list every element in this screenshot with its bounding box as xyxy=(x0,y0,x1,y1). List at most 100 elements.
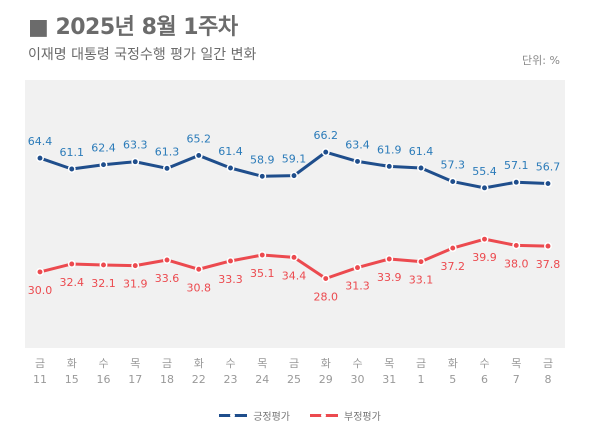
x-tick-date: 8 xyxy=(545,373,552,386)
data-label-negative: 34.4 xyxy=(282,269,307,282)
data-point-negative xyxy=(131,261,140,270)
x-tick-date: 17 xyxy=(128,373,142,386)
unit-label: 단위: % xyxy=(522,54,560,67)
data-label-negative: 30.8 xyxy=(187,281,212,294)
data-point-positive xyxy=(544,179,552,188)
legend: 긍정평가 부정평가 xyxy=(0,408,600,423)
data-point-positive xyxy=(163,164,171,173)
x-tick-date: 30 xyxy=(351,373,365,386)
legend-item-negative: 부정평가 xyxy=(310,408,381,423)
x-tick-day: 수 xyxy=(479,357,489,370)
data-point-negative xyxy=(36,267,44,276)
x-tick-date: 24 xyxy=(255,373,269,386)
page-subtitle: 이재명 대통령 국정수행 평가 일간 변화 xyxy=(28,47,257,63)
data-label-negative: 30.0 xyxy=(28,284,53,297)
page-title: ■ 2025년 8월 1주차 xyxy=(28,15,238,40)
x-tick-day: 화 xyxy=(194,357,204,370)
x-tick-day: 수 xyxy=(352,357,362,370)
x-tick-day: 화 xyxy=(321,357,331,370)
x-tick-date: 23 xyxy=(224,373,238,386)
data-label-negative: 32.4 xyxy=(60,276,85,289)
data-point-positive xyxy=(99,160,108,169)
data-point-negative xyxy=(448,244,457,253)
legend-swatch-negative xyxy=(310,413,338,418)
legend-item-positive: 긍정평가 xyxy=(219,408,290,423)
x-tick-day: 목 xyxy=(384,357,394,370)
legend-label-positive: 긍정평가 xyxy=(253,412,290,423)
data-label-negative: 33.1 xyxy=(409,274,434,287)
data-label-positive: 57.1 xyxy=(504,159,529,172)
data-point-positive xyxy=(67,165,76,173)
data-label-negative: 37.8 xyxy=(536,258,561,271)
data-label-negative: 31.9 xyxy=(123,278,148,291)
x-tick-day: 금 xyxy=(416,357,426,370)
x-tick-day: 화 xyxy=(448,357,458,370)
x-tick-date: 11 xyxy=(33,373,47,386)
data-point-negative xyxy=(385,255,394,263)
data-label-negative: 38.0 xyxy=(504,257,529,270)
x-tick-date: 29 xyxy=(319,373,333,386)
x-tick-day: 수 xyxy=(98,357,108,370)
data-point-positive xyxy=(194,151,203,160)
data-point-negative xyxy=(321,274,330,283)
data-label-positive: 61.9 xyxy=(377,143,402,156)
data-label-positive: 59.1 xyxy=(282,153,307,166)
data-label-negative: 37.2 xyxy=(441,260,466,273)
data-label-positive: 64.4 xyxy=(28,135,53,148)
data-label-positive: 55.4 xyxy=(472,165,497,178)
data-label-negative: 33.3 xyxy=(218,273,243,286)
x-tick-date: 5 xyxy=(449,373,456,386)
x-tick-day: 금 xyxy=(35,357,45,370)
data-label-positive: 62.4 xyxy=(91,142,116,155)
data-point-positive xyxy=(226,164,235,172)
data-point-positive xyxy=(131,157,140,166)
data-point-negative xyxy=(512,241,521,250)
data-point-positive xyxy=(480,183,489,192)
x-tick-day: 목 xyxy=(511,357,521,370)
data-label-negative: 33.9 xyxy=(377,271,402,284)
data-label-negative: 33.6 xyxy=(155,272,180,285)
x-tick-date: 7 xyxy=(513,373,520,386)
data-point-negative xyxy=(67,260,76,268)
data-point-negative xyxy=(194,265,203,274)
data-point-positive xyxy=(385,162,394,171)
data-point-positive xyxy=(448,177,457,186)
x-tick-day: 금 xyxy=(543,357,553,370)
x-tick-day: 금 xyxy=(289,357,299,370)
data-point-positive xyxy=(353,157,362,166)
x-tick-day: 화 xyxy=(67,357,77,370)
data-point-negative xyxy=(544,242,552,251)
x-tick-date: 1 xyxy=(418,373,425,386)
data-label-positive: 61.3 xyxy=(155,145,180,158)
data-label-positive: 66.2 xyxy=(314,129,339,142)
x-tick-date: 31 xyxy=(382,373,396,386)
data-label-positive: 65.2 xyxy=(187,132,212,145)
data-point-positive xyxy=(258,172,267,181)
x-tick-day: 목 xyxy=(130,357,140,370)
x-tick-date: 18 xyxy=(160,373,174,386)
plot-area xyxy=(25,80,565,348)
data-point-positive xyxy=(512,178,521,187)
x-tick-date: 16 xyxy=(97,373,111,386)
data-label-negative: 39.9 xyxy=(472,251,497,264)
legend-swatch-positive xyxy=(219,413,248,418)
x-tick-date: 25 xyxy=(287,373,301,386)
data-label-negative: 28.0 xyxy=(314,291,339,304)
data-point-positive xyxy=(417,164,425,172)
x-tick-date: 22 xyxy=(192,373,206,386)
data-label-negative: 32.1 xyxy=(91,277,116,290)
x-tick-date: 15 xyxy=(65,373,79,386)
data-label-positive: 61.4 xyxy=(409,145,434,158)
data-label-positive: 61.1 xyxy=(60,146,85,159)
data-point-negative xyxy=(226,257,235,265)
x-tick-date: 6 xyxy=(481,373,488,386)
data-label-positive: 58.9 xyxy=(250,153,275,166)
data-point-positive xyxy=(321,148,330,157)
data-label-positive: 57.3 xyxy=(441,159,466,172)
data-label-negative: 35.1 xyxy=(250,267,275,280)
data-point-positive xyxy=(290,171,298,180)
legend-label-negative: 부정평가 xyxy=(344,412,381,423)
data-label-positive: 61.4 xyxy=(218,145,243,158)
data-label-positive: 63.4 xyxy=(345,138,370,151)
data-point-negative xyxy=(99,261,108,269)
